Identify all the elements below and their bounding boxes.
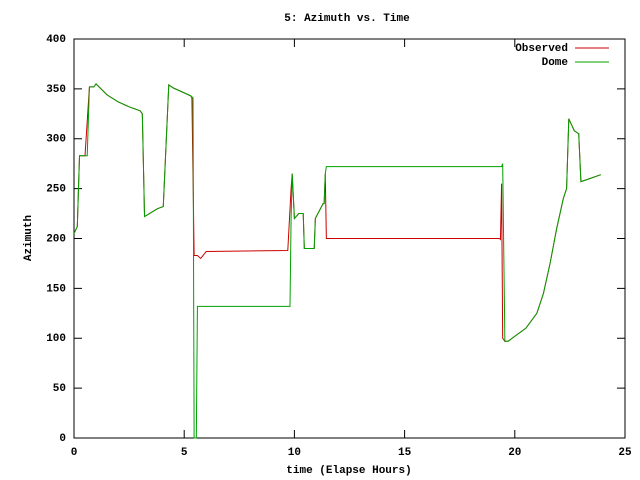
data-line <box>73 83 601 439</box>
y-tick-label: 350 <box>46 84 66 96</box>
y-tick-label: 0 <box>59 433 66 445</box>
x-tick-label: 20 <box>508 447 521 459</box>
chart-title: 5: Azimuth vs. Time <box>284 13 410 25</box>
y-axis-label: Azimuth <box>23 215 35 261</box>
y-tick-label: 150 <box>46 283 66 295</box>
y-tick-label: 50 <box>53 383 66 395</box>
x-tick-label: 15 <box>398 447 412 459</box>
y-tick-label: 400 <box>46 34 66 46</box>
y-tick-label: 250 <box>46 184 66 196</box>
x-tick-label: 0 <box>71 447 78 459</box>
y-tick-label: 200 <box>46 233 66 245</box>
x-tick-label: 10 <box>288 447 301 459</box>
y-tick-label: 300 <box>46 134 66 146</box>
legend-label: Observed <box>515 43 568 55</box>
x-axis-label: time (Elapse Hours) <box>286 465 411 477</box>
x-tick-label: 25 <box>618 447 632 459</box>
y-tick-label: 100 <box>46 333 66 345</box>
legend-label: Dome <box>542 57 569 69</box>
x-tick-label: 5 <box>181 447 188 459</box>
